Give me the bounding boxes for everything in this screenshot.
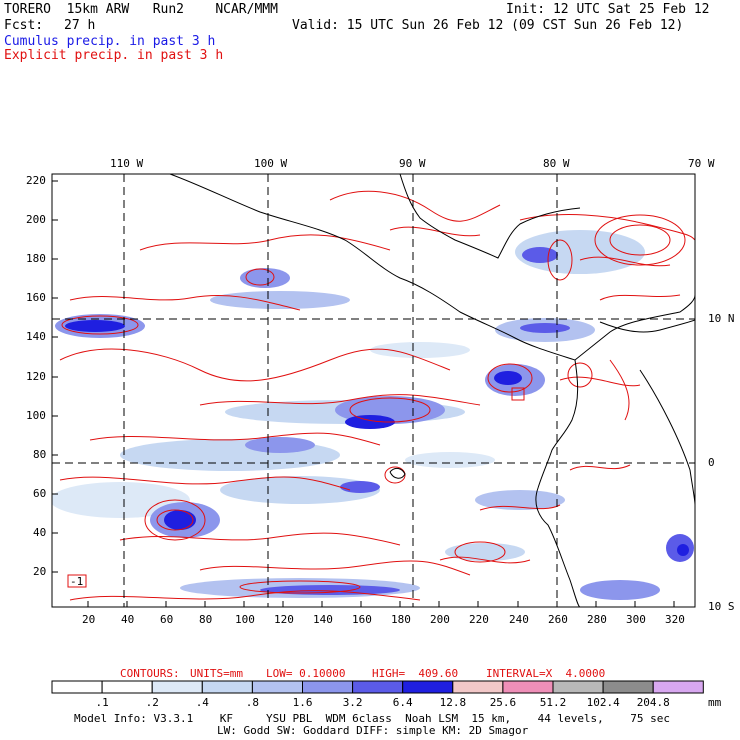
x-tick-260: 260	[548, 613, 568, 626]
x-tick-280: 280	[587, 613, 607, 626]
x-tick-140: 140	[313, 613, 333, 626]
x-tick-60: 60	[160, 613, 174, 626]
y-tick-40: 40	[33, 526, 47, 539]
y-tick-220: 220	[26, 174, 46, 187]
x-tick-220: 220	[469, 613, 489, 626]
plot-frame	[51, 173, 696, 608]
bottom-axis-ticks	[87, 601, 675, 607]
forecast-label: Fcst:	[4, 18, 44, 33]
model-title: TORERO 15km ARW Run2 NCAR/MMM	[4, 2, 278, 17]
colorbar-label-3: .8	[245, 696, 260, 709]
x-tick-240: 240	[509, 613, 529, 626]
colorbar-label-9: 51.2	[539, 696, 567, 709]
contour-units: UNITS=mm	[190, 667, 243, 680]
colorbar-label-6: 6.4	[392, 696, 413, 709]
valid-time: Valid: 15 UTC Sun 26 Feb 12 (09 CST Sun …	[292, 18, 684, 33]
forecast-hours: 27 h	[64, 18, 96, 33]
colorbar-label-8: 25.6	[489, 696, 517, 709]
x-tick-160: 160	[352, 613, 372, 626]
contour-high: HIGH= 409.60	[372, 667, 459, 680]
x-tick-40: 40	[121, 613, 135, 626]
y-tick-160: 160	[26, 291, 46, 304]
init-time: Init: 12 UTC Sat 25 Feb 12	[506, 2, 710, 17]
y-tick-20: 20	[33, 565, 47, 578]
x-tick-80: 80	[199, 613, 213, 626]
x-tick-300: 300	[626, 613, 646, 626]
lon-label-70w: 70 W	[688, 157, 715, 170]
colorbar-label-1: .2	[145, 696, 159, 709]
colorbar-units: mm	[708, 696, 722, 709]
model-physics: LW: Godd SW: Goddard DIFF: simple KM: 2D…	[217, 724, 529, 737]
left-axis-ticks	[52, 180, 58, 573]
y-tick-120: 120	[26, 370, 46, 383]
map-grid	[52, 174, 695, 607]
corner-max-label: -1	[70, 575, 84, 588]
cumulus-precip-areas	[52, 230, 694, 600]
colorbar-label-5: 3.2	[342, 696, 363, 709]
explicit-precip-contours	[59, 190, 695, 601]
x-tick-180: 180	[391, 613, 411, 626]
x-tick-20: 20	[82, 613, 96, 626]
model-info: Model Info: V3.3.1 KF YSU PBL WDM 6class…	[74, 712, 671, 725]
colorbar-label-2: .4	[195, 696, 209, 709]
colorbar-label-11: 204.8	[636, 696, 670, 709]
colorbar-label-0: .1	[95, 696, 109, 709]
lat-label-0: 0	[708, 456, 715, 469]
colorbar-label-7: 12.8	[439, 696, 467, 709]
contour-low: LOW= 0.10000	[266, 667, 346, 680]
colorbar-label-10: 102.4	[586, 696, 620, 709]
lon-label-90w: 90 W	[399, 157, 426, 170]
x-tick-200: 200	[430, 613, 450, 626]
contour-label: CONTOURS:	[120, 667, 180, 680]
lon-label-100w: 100 W	[254, 157, 288, 170]
y-tick-180: 180	[26, 252, 46, 265]
lon-label-80w: 80 W	[543, 157, 570, 170]
y-tick-140: 140	[26, 330, 46, 343]
y-tick-60: 60	[33, 487, 47, 500]
lon-label-110w: 110 W	[110, 157, 144, 170]
y-tick-200: 200	[26, 213, 46, 226]
y-tick-100: 100	[26, 409, 46, 422]
x-tick-120: 120	[274, 613, 294, 626]
y-tick-80: 80	[33, 448, 47, 461]
x-tick-320: 320	[665, 613, 685, 626]
contour-interval: INTERVAL=X 4.0000	[486, 667, 606, 680]
lat-label-10n: 10 N	[708, 312, 735, 325]
lat-label-10s: 10 S	[708, 600, 735, 613]
legend-cumulus: Cumulus precip. in past 3 h	[4, 34, 216, 49]
legend-explicit: Explicit precip. in past 3 h	[4, 48, 224, 63]
colorbar-label-4: 1.6	[292, 696, 313, 709]
x-tick-100: 100	[235, 613, 255, 626]
